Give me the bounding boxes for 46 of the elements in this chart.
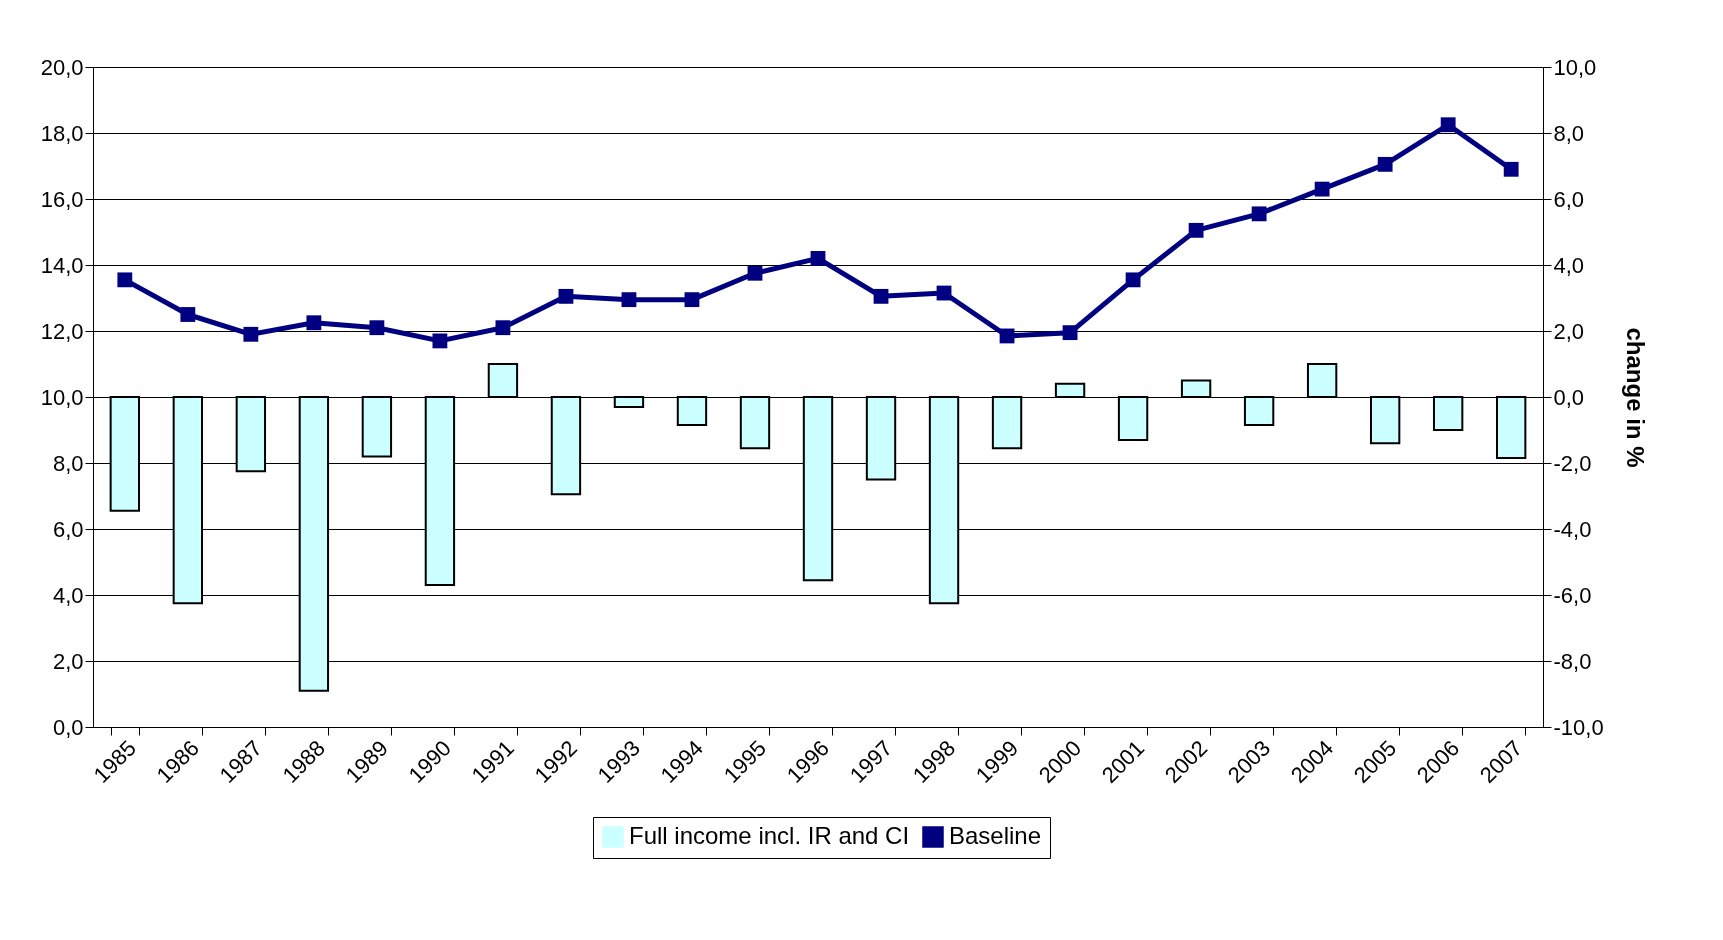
y2-tick-label: 0,0 bbox=[1553, 384, 1585, 410]
y-tick-label: 16,0 bbox=[40, 186, 84, 212]
y-tick-label: 4,0 bbox=[52, 582, 84, 608]
point bbox=[747, 265, 763, 281]
y2-tick-label: 8,0 bbox=[1553, 120, 1585, 146]
legend-label: Baseline bbox=[949, 822, 1042, 849]
point bbox=[1062, 325, 1078, 341]
y-tick-label: 12,0 bbox=[40, 318, 84, 344]
y-tick-label: 6,0 bbox=[52, 516, 84, 542]
point bbox=[432, 333, 448, 349]
point bbox=[180, 307, 196, 322]
point bbox=[810, 250, 826, 266]
point bbox=[369, 320, 385, 336]
point bbox=[558, 288, 574, 304]
legend-label: Full income incl. IR and CI bbox=[629, 822, 910, 849]
point bbox=[1377, 156, 1393, 172]
point bbox=[1125, 272, 1141, 288]
point bbox=[873, 288, 889, 304]
y2-tick-label: 4,0 bbox=[1553, 252, 1585, 278]
y2-tick-label: -8,0 bbox=[1553, 648, 1592, 674]
y2-tick-label: -10,0 bbox=[1553, 714, 1604, 740]
point bbox=[1440, 117, 1456, 133]
y2-tick-label: 6,0 bbox=[1553, 186, 1585, 212]
point bbox=[243, 326, 259, 342]
y2-tick-label: -4,0 bbox=[1553, 516, 1592, 542]
y-tick-label: 18,0 bbox=[40, 120, 84, 146]
point bbox=[1503, 161, 1519, 177]
y2-tick-label: 10,0 bbox=[1553, 54, 1597, 80]
y-tick-label: 10,0 bbox=[40, 384, 84, 410]
y2-tick-label: 2,0 bbox=[1553, 318, 1585, 344]
point bbox=[621, 292, 637, 308]
point bbox=[684, 292, 700, 308]
y2-tick-label: -6,0 bbox=[1553, 582, 1592, 608]
point bbox=[117, 272, 133, 288]
y-tick-label: 20,0 bbox=[40, 54, 84, 80]
point bbox=[1314, 181, 1330, 197]
y-tick-label: 0,0 bbox=[52, 714, 84, 740]
y-tick-label: 14,0 bbox=[40, 252, 84, 278]
y-tick-label: 8,0 bbox=[52, 450, 84, 476]
point bbox=[1188, 222, 1204, 238]
point bbox=[306, 315, 322, 331]
point bbox=[1251, 206, 1267, 222]
y2-tick-label: -2,0 bbox=[1553, 450, 1592, 476]
y2-axis-title: change in % bbox=[1621, 327, 1649, 468]
y-tick-label: 2,0 bbox=[52, 648, 84, 674]
point bbox=[495, 320, 511, 336]
